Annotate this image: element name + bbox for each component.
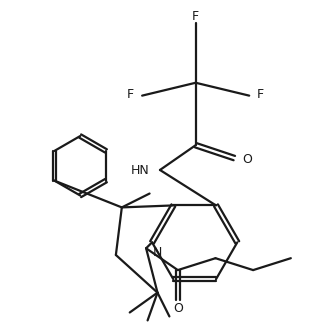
Text: F: F [192,10,199,23]
Text: F: F [257,88,264,101]
Text: HN: HN [130,164,149,178]
Text: F: F [127,88,134,101]
Text: N: N [153,246,162,259]
Text: O: O [242,152,252,165]
Text: O: O [173,302,183,315]
